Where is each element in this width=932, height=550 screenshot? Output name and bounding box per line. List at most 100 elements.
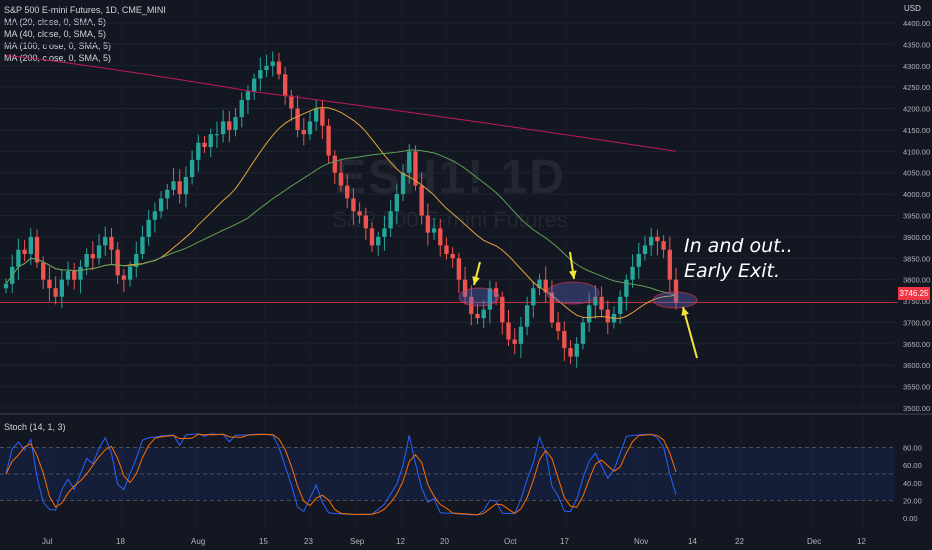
candle-body — [407, 151, 412, 173]
candle-body — [419, 185, 424, 216]
candle-body — [369, 228, 375, 246]
legend-symbol[interactable]: S&P 500 E-mini Futures, 1D, CME_MINI — [4, 5, 166, 15]
candle-body — [214, 134, 220, 136]
candle-body — [400, 172, 406, 195]
time-tick-label: 12 — [396, 537, 405, 546]
price-tick-label: 3600.00 — [903, 361, 930, 370]
candle-body — [593, 296, 598, 306]
candle-body — [673, 279, 679, 303]
candle-body — [574, 343, 579, 357]
time-tick-label: 18 — [116, 537, 125, 546]
chart-legend: S&P 500 E-mini Futures, 1D, CME_MINI MA … — [4, 4, 166, 64]
candle-body — [382, 228, 387, 237]
candle-body — [555, 322, 561, 331]
candle-body — [183, 177, 189, 195]
candle-body — [301, 129, 306, 135]
price-tick-label: 3900.00 — [903, 233, 930, 242]
candle-body — [363, 215, 368, 229]
legend-ma200[interactable]: MA (200, close, 0, SMA, 5) — [4, 53, 112, 63]
candle-body — [140, 236, 145, 254]
candle-body — [189, 159, 195, 177]
legend-ma20[interactable]: MA (20, close, 0, SMA, 5) — [4, 17, 107, 27]
candle-body — [475, 313, 480, 319]
candle-body — [84, 254, 89, 267]
candle-body — [177, 181, 182, 195]
candle-body — [661, 241, 666, 250]
candle-body — [134, 254, 139, 267]
candle-body — [47, 279, 52, 289]
candle-body — [3, 283, 9, 289]
time-tick-label: Dec — [807, 537, 821, 546]
time-tick-label: 17 — [560, 537, 569, 546]
candle-body — [655, 236, 660, 242]
candle-body — [295, 108, 300, 130]
candle-body — [487, 288, 493, 310]
stoch-tick-label: 0.00 — [903, 514, 918, 523]
price-tick-label: 4100.00 — [903, 147, 930, 156]
price-tick-label: 3550.00 — [903, 383, 930, 392]
candle-body — [59, 279, 65, 297]
candle-body — [332, 155, 337, 173]
candle-body — [444, 245, 449, 254]
candle-body — [562, 331, 567, 349]
legend-ma40[interactable]: MA (40, close, 0, SMA, 5) — [4, 29, 107, 39]
candle-body — [90, 254, 96, 259]
stochastic-label[interactable]: Stoch (14, 1, 3) — [4, 422, 66, 432]
candle-body — [481, 309, 486, 319]
candle-body — [289, 95, 294, 109]
candle-body — [227, 121, 232, 130]
candle-body — [103, 236, 108, 246]
candle-body — [617, 296, 623, 314]
candle-body — [239, 100, 244, 118]
candle-body — [202, 142, 207, 148]
time-tick-label: 15 — [259, 537, 268, 546]
candle-body — [208, 134, 213, 148]
candle-body — [549, 292, 555, 323]
price-tick-label: 3850.00 — [903, 254, 930, 263]
candle-body — [282, 74, 288, 96]
price-tick-label: 4050.00 — [903, 169, 930, 178]
candle-body — [146, 219, 151, 237]
candle-body — [251, 78, 257, 92]
candle-body — [537, 279, 542, 289]
stoch-k-line — [5, 433, 677, 516]
candle-body — [72, 271, 77, 280]
candle-body — [158, 198, 164, 212]
trade-annotation: In and out.. Early Exit. — [684, 234, 793, 284]
price-tick-label: 3950.00 — [903, 212, 930, 221]
price-tick-label: 3700.00 — [903, 318, 930, 327]
candle-body — [425, 215, 431, 233]
candle-body — [171, 181, 176, 190]
time-tick-label: 12 — [857, 537, 866, 546]
candle-body — [314, 108, 319, 122]
price-tick-label: 3650.00 — [903, 340, 930, 349]
time-tick-label: Sep — [350, 537, 365, 546]
time-tick-label: Oct — [504, 537, 517, 546]
candle-body — [165, 189, 170, 199]
candle-body — [127, 266, 133, 280]
candle-body — [642, 245, 648, 254]
candle-body — [413, 151, 418, 186]
time-tick-label: Jul — [42, 537, 52, 546]
price-tick-label: 4000.00 — [903, 190, 930, 199]
candle-body — [220, 121, 226, 135]
candle-body — [624, 279, 629, 297]
candle-body — [28, 236, 33, 254]
candle-body — [152, 211, 158, 220]
candle-body — [115, 249, 120, 276]
price-tick-label: 3800.00 — [903, 276, 930, 285]
highlight-ellipse — [546, 281, 600, 305]
candle-body — [96, 245, 102, 259]
candle-body — [233, 117, 238, 130]
annotation-line1: In and out.. — [684, 235, 793, 257]
candle-body — [357, 211, 362, 216]
candle-body — [307, 121, 313, 135]
price-tick-label: 4150.00 — [903, 126, 930, 135]
legend-ma100[interactable]: MA (100, close, 0, SMA, 5) — [4, 41, 112, 51]
candle-body — [531, 288, 536, 306]
arrow-head — [681, 307, 689, 316]
candle-body — [245, 91, 251, 100]
candle-body — [431, 228, 437, 233]
candle-body — [41, 262, 46, 280]
